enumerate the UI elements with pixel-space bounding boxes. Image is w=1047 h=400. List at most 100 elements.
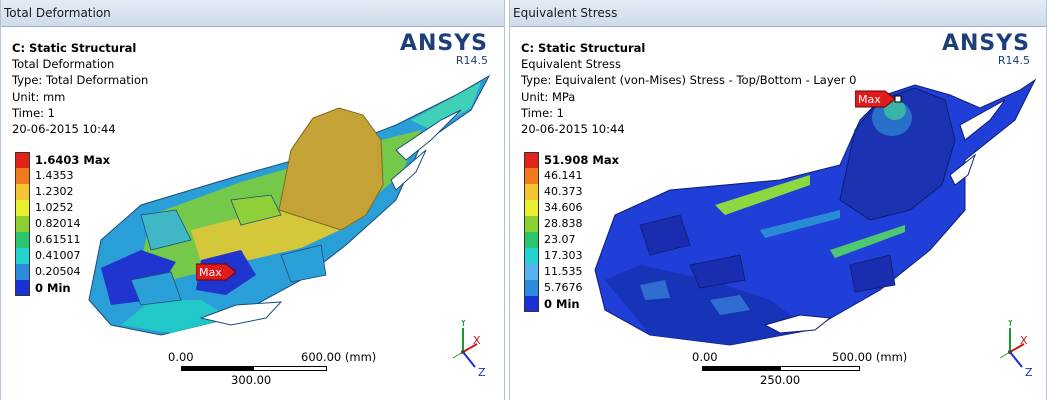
- legend-swatch: [15, 152, 30, 168]
- legend-swatch: [524, 184, 539, 200]
- deformation-viewport[interactable]: Total Deformation C: Static Structural T…: [0, 0, 505, 400]
- legend-label: 28.838: [544, 217, 583, 230]
- legend-label: 0 Min: [35, 281, 71, 295]
- hull-cutout-3: [949, 153, 977, 186]
- rib-3: [689, 254, 746, 289]
- scale-bar-graphic: [702, 366, 860, 371]
- scale-mid-label: 300.00: [231, 373, 272, 387]
- deformation-axis-triad[interactable]: Y X Z: [441, 320, 496, 380]
- scale-mid-label: 250.00: [760, 373, 801, 387]
- stress-axis-triad[interactable]: Y X Z: [988, 320, 1043, 380]
- triad-y-label: Y: [1006, 320, 1014, 329]
- legend-swatch: [524, 168, 539, 184]
- hull-cutout-3: [390, 149, 427, 191]
- legend-swatch: [15, 168, 30, 184]
- legend-swatch: [524, 280, 539, 296]
- stress-time: Time: 1: [521, 105, 564, 120]
- stress-title-bar: Equivalent Stress: [510, 0, 1046, 27]
- deformation-result-type: Type: Total Deformation: [12, 73, 149, 88]
- deformation-unit: Unit: mm: [12, 89, 66, 104]
- hull-patch-cyan: [121, 300, 231, 333]
- triad-z-label: Z: [1025, 366, 1033, 379]
- ansys-version: R14.5: [997, 54, 1030, 67]
- legend-label: 51.908 Max: [544, 153, 620, 167]
- stress-scale-bar: 0.00 500.00 (mm) 250.00: [690, 348, 910, 388]
- triad-x-label: X: [1020, 334, 1028, 347]
- legend-swatch: [15, 264, 30, 280]
- rib-3: [280, 244, 327, 283]
- legend-swatch: [15, 280, 30, 296]
- stress-result-type: Type: Equivalent (von-Mises) Stress - To…: [521, 73, 857, 88]
- stress-max-label: Max: [858, 93, 881, 106]
- rib-1: [140, 209, 192, 251]
- stress-result-name: Equivalent Stress: [521, 57, 621, 72]
- legend-swatch: [524, 216, 539, 232]
- hull-patch-light-1: [710, 295, 750, 315]
- legend-label: 0.82014: [35, 217, 81, 230]
- legend-swatch: [15, 232, 30, 248]
- legend-label: 46.141: [544, 169, 583, 182]
- legend-swatch: [15, 216, 30, 232]
- legend-label: 17.303: [544, 249, 583, 262]
- legend-swatch: [524, 248, 539, 264]
- legend-swatch: [15, 184, 30, 200]
- hull-patch-light-2: [640, 280, 670, 300]
- legend-swatch: [524, 232, 539, 248]
- deformation-model-view[interactable]: [1, 0, 505, 400]
- legend-label: 23.07: [544, 233, 576, 246]
- front-spar-cyan: [411, 82, 481, 130]
- deformation-max-marker[interactable]: Max: [195, 263, 238, 286]
- deformation-title-bar: Total Deformation: [1, 0, 504, 27]
- legend-label: 0 Min: [544, 297, 580, 311]
- backrest: [278, 107, 384, 231]
- legend-label: 0.61511: [35, 233, 81, 246]
- deformation-window-title: Total Deformation: [4, 6, 111, 20]
- triad-x-label: X: [473, 334, 481, 347]
- stress-max-marker[interactable]: Max: [854, 90, 905, 113]
- legend-swatch: [524, 296, 539, 312]
- legend-swatch: [524, 264, 539, 280]
- deformation-system-name: C: Static Structural: [12, 41, 137, 55]
- legend-label: 34.606: [544, 201, 583, 214]
- stress-info-block: C: Static Structural Equivalent Stress T…: [521, 40, 856, 137]
- scale-end-label: 500.00 (mm): [832, 350, 908, 364]
- legend-swatch: [15, 248, 30, 264]
- hull-patch-blue-1: [101, 250, 176, 305]
- scale-bar-graphic: [181, 366, 327, 371]
- stress-model-view[interactable]: [510, 0, 1047, 400]
- hull-cutout-2: [959, 99, 1006, 141]
- spar-highlight-3: [760, 210, 840, 238]
- ansys-logo: ANSYS: [399, 31, 488, 56]
- ansys-logo: ANSYS: [941, 31, 1030, 56]
- deformation-max-label: Max: [199, 266, 222, 279]
- stress-viewport[interactable]: Equivalent Stress C: Static Structural E…: [509, 0, 1047, 400]
- ansys-version: R14.5: [455, 54, 488, 67]
- hull-cutout-1: [199, 301, 283, 326]
- legend-label: 5.7676: [544, 281, 583, 294]
- triad-y-label: Y: [459, 320, 467, 329]
- legend-label: 1.4353: [35, 169, 74, 182]
- deformation-info-block: C: Static Structural Total Deformation T…: [12, 40, 148, 137]
- deformation-time: Time: 1: [12, 105, 55, 120]
- stress-date: 20-06-2015 10:44: [521, 122, 625, 137]
- legend-swatch: [524, 200, 539, 216]
- legend-label: 0.20504: [35, 265, 81, 278]
- scale-end-label: 600.00 (mm): [301, 350, 377, 364]
- legend-swatch: [524, 152, 539, 168]
- hull-cutout-1: [763, 314, 832, 334]
- triad-z-label: Z: [478, 366, 486, 379]
- rib-2: [849, 254, 896, 293]
- scale-start-label: 0.00: [692, 350, 718, 364]
- deformation-scale-bar: 0.00 600.00 (mm) 300.00: [166, 348, 376, 388]
- legend-label: 1.0252: [35, 201, 74, 214]
- hull-cutout-2: [395, 109, 462, 161]
- stress-brand: ANSYS R14.5: [942, 31, 1030, 67]
- legend-label: 1.2302: [35, 185, 74, 198]
- spar-highlight-1: [715, 175, 810, 215]
- legend-label: 11.535: [544, 265, 583, 278]
- rib-1: [639, 214, 691, 256]
- legend-label: 0.41007: [35, 249, 81, 262]
- legend-swatch: [15, 200, 30, 216]
- rib-4: [130, 271, 182, 306]
- stress-window-title: Equivalent Stress: [513, 6, 618, 20]
